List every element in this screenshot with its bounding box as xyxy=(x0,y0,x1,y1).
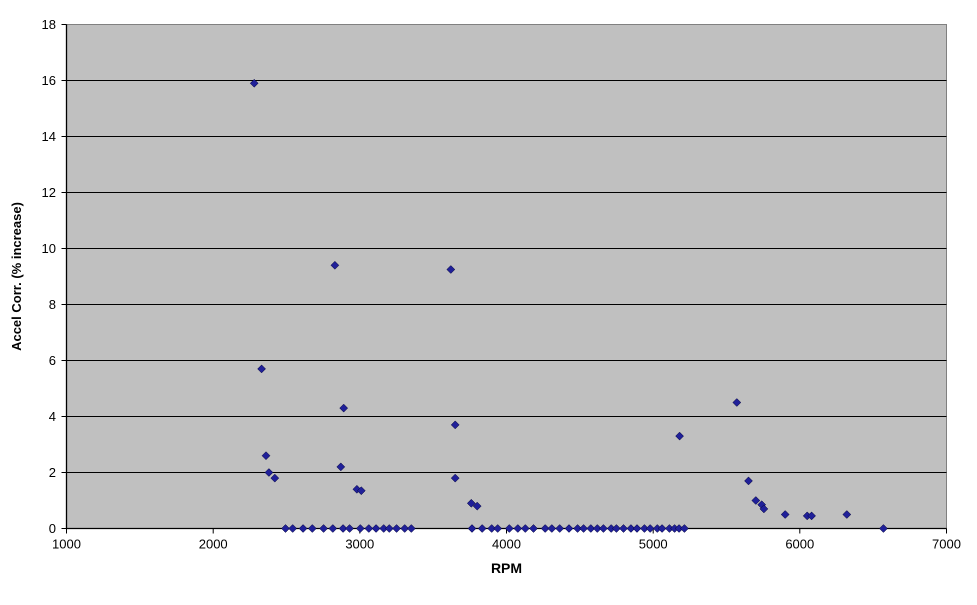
svg-text:5000: 5000 xyxy=(639,537,668,552)
svg-text:4000: 4000 xyxy=(492,537,521,552)
svg-text:2: 2 xyxy=(49,465,56,480)
svg-text:2000: 2000 xyxy=(199,537,228,552)
svg-text:3000: 3000 xyxy=(345,537,374,552)
svg-text:1000: 1000 xyxy=(52,537,81,552)
svg-text:16: 16 xyxy=(42,73,56,88)
svg-text:8: 8 xyxy=(49,297,56,312)
svg-text:6000: 6000 xyxy=(785,537,814,552)
svg-text:7000: 7000 xyxy=(932,537,961,552)
svg-text:Accel Corr. (% increase): Accel Corr. (% increase) xyxy=(9,202,24,351)
svg-text:18: 18 xyxy=(42,17,56,32)
svg-text:RPM: RPM xyxy=(491,560,522,576)
svg-text:10: 10 xyxy=(42,241,56,256)
svg-text:6: 6 xyxy=(49,353,56,368)
svg-text:14: 14 xyxy=(42,129,56,144)
svg-text:4: 4 xyxy=(49,409,56,424)
svg-text:12: 12 xyxy=(42,185,56,200)
svg-text:0: 0 xyxy=(49,521,56,536)
